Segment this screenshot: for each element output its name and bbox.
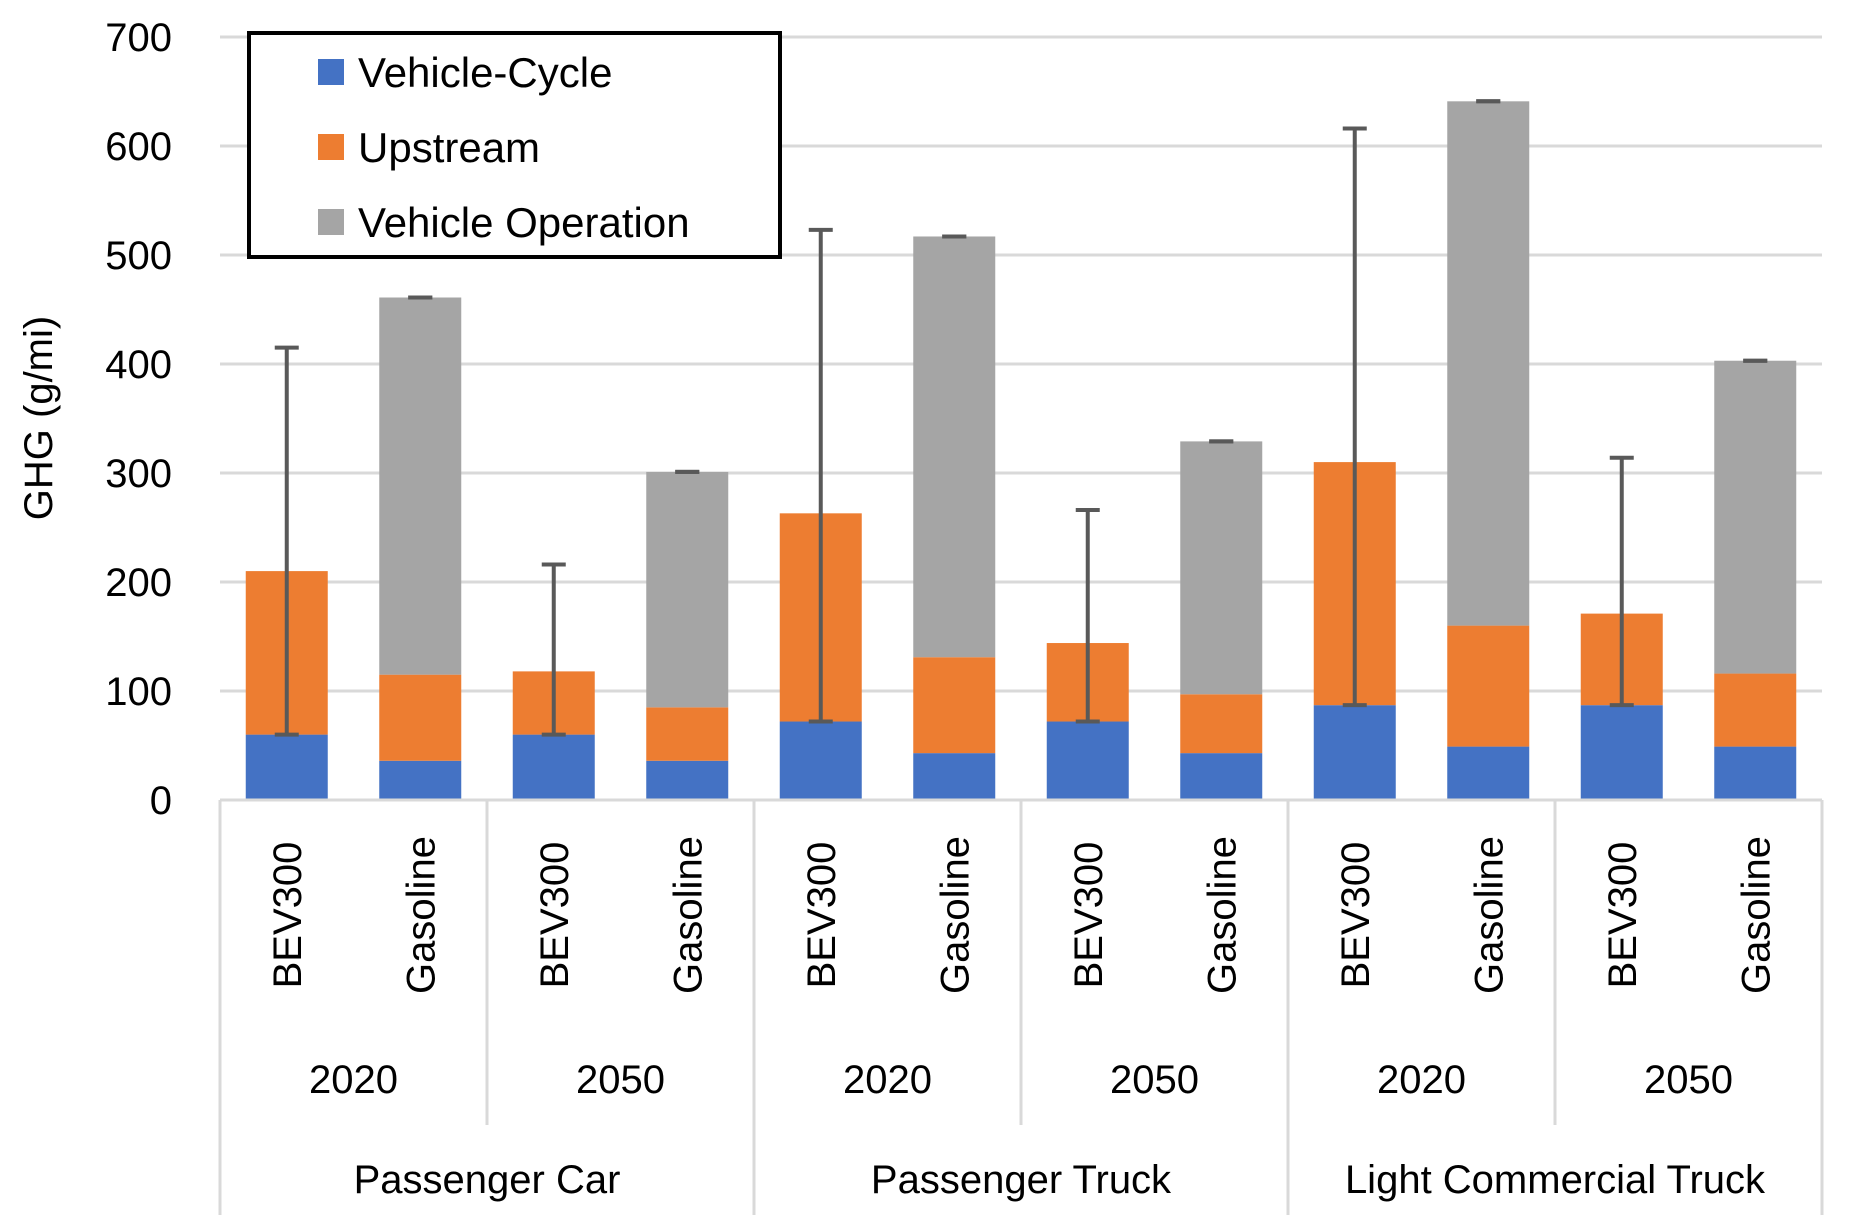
- bar-segment-vehicle-cycle: [1046, 721, 1129, 800]
- bar-segment-upstream: [913, 657, 996, 754]
- legend-label-vehicle-cycle: Vehicle-Cycle: [358, 49, 612, 96]
- bar-segment-upstream: [379, 674, 462, 761]
- y-tick-label: 400: [105, 343, 172, 387]
- error-bar: [1075, 508, 1100, 724]
- error-bar: [808, 227, 833, 724]
- year-label: 2050: [1110, 1058, 1199, 1102]
- category-label: Gasoline: [1200, 836, 1244, 994]
- bar-segment-vehicle-cycle: [379, 760, 462, 800]
- bar-segment-vehicle-cycle: [646, 760, 729, 800]
- y-tick-label: 700: [105, 16, 172, 60]
- error-bar: [274, 345, 299, 737]
- vehicle-group-label: Passenger Car: [354, 1158, 621, 1202]
- bar-segment-vehicle-cycle: [1180, 753, 1263, 800]
- legend-label-upstream: Upstream: [358, 124, 540, 171]
- y-tick-label: 500: [105, 234, 172, 278]
- bar-segment-vehicle-cycle: [245, 734, 328, 800]
- vehicle-group-label: Light Commercial Truck: [1345, 1158, 1766, 1202]
- error-bar: [1342, 126, 1367, 708]
- error-bars: [274, 99, 1768, 737]
- y-tick-label: 200: [105, 561, 172, 605]
- x-axis: BEV300 Gasoline BEV300 Gasoline BEV300 Gasoli…: [218, 798, 1824, 1215]
- year-label: 2020: [1377, 1058, 1466, 1102]
- category-label: BEV300: [1334, 842, 1378, 989]
- legend-swatch-upstream: [318, 134, 344, 160]
- bar-segment-upstream: [1180, 694, 1263, 754]
- bar-segment-vehicle-operation: [1180, 441, 1263, 695]
- year-label: 2020: [309, 1058, 398, 1102]
- legend-label-vehicle-operation: Vehicle Operation: [358, 199, 690, 246]
- bar-segment-vehicle-cycle: [1313, 705, 1396, 800]
- y-tick-label: 300: [105, 452, 172, 496]
- bar-segment-vehicle-cycle: [913, 753, 996, 800]
- y-axis-label: GHG (g/mi): [17, 316, 61, 520]
- legend-swatch-vehicle-cycle: [318, 59, 344, 85]
- year-label: 2050: [576, 1058, 665, 1102]
- bar-segment-upstream: [1447, 625, 1530, 747]
- bar-segment-vehicle-cycle: [1714, 746, 1797, 800]
- bar-segment-vehicle-cycle: [1580, 705, 1663, 800]
- bar-segment-vehicle-operation: [379, 297, 462, 675]
- category-label: BEV300: [266, 842, 310, 989]
- y-tick-label: 100: [105, 670, 172, 714]
- category-label: BEV300: [1601, 842, 1645, 989]
- category-label: BEV300: [800, 842, 844, 989]
- bar-segment-upstream: [646, 707, 729, 761]
- y-tick-label: 600: [105, 125, 172, 169]
- category-label: Gasoline: [666, 836, 710, 994]
- vehicle-group-label: Passenger Truck: [871, 1158, 1172, 1202]
- y-tick-label: 0: [150, 779, 172, 823]
- category-label: Gasoline: [1467, 836, 1511, 994]
- category-label: BEV300: [1067, 842, 1111, 989]
- legend: Vehicle-Cycle Upstream Vehicle Operation: [247, 31, 782, 259]
- year-label: 2050: [1644, 1058, 1733, 1102]
- category-label: Gasoline: [399, 836, 443, 994]
- error-bar: [1609, 455, 1634, 708]
- category-label: BEV300: [533, 842, 577, 989]
- bar-segment-vehicle-operation: [646, 471, 729, 708]
- bar-segment-vehicle-cycle: [1447, 746, 1530, 800]
- bar-segment-vehicle-operation: [913, 236, 996, 658]
- year-label: 2020: [843, 1058, 932, 1102]
- bar-segment-vehicle-cycle: [512, 734, 595, 800]
- bar-segment-vehicle-operation: [1447, 101, 1530, 626]
- bar-segment-vehicle-cycle: [779, 721, 862, 800]
- error-bar: [541, 562, 566, 737]
- bar-segment-upstream: [1714, 673, 1797, 747]
- legend-swatch-vehicle-operation: [318, 209, 344, 235]
- category-label: Gasoline: [1734, 836, 1778, 994]
- y-axis-ticks: 0 100 200 300 400 500 600 700: [105, 16, 172, 823]
- category-label: Gasoline: [933, 836, 977, 994]
- bar-segment-vehicle-operation: [1714, 360, 1797, 674]
